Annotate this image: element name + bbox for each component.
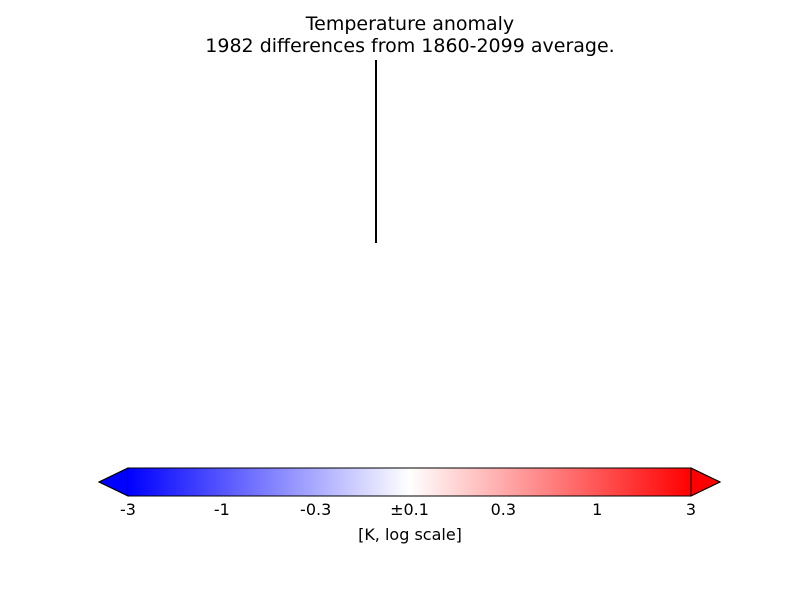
colorbar-label: [K, log scale] <box>358 525 462 544</box>
colorbar-extend-high <box>690 467 722 497</box>
colorbar-tick-label: 1 <box>592 500 603 519</box>
colorbar-tick-label: -0.3 <box>300 500 332 519</box>
colorbar-tick-label: 0.3 <box>490 500 517 519</box>
chart-title: Temperature anomaly <box>305 13 515 35</box>
colorbar-outline <box>97 467 722 497</box>
colorbar-tick-label: -3 <box>120 500 136 519</box>
colorbar-extend-low <box>97 467 129 497</box>
data-line-mark <box>375 60 377 243</box>
chart-subtitle: 1982 differences from 1860-2099 average. <box>205 35 615 57</box>
colorbar-tick-label: 3 <box>685 500 697 519</box>
colorbar-tick-label: -1 <box>213 500 230 519</box>
colorbar-tick-label: ±0.1 <box>390 500 429 519</box>
colorbar-body <box>128 468 691 496</box>
